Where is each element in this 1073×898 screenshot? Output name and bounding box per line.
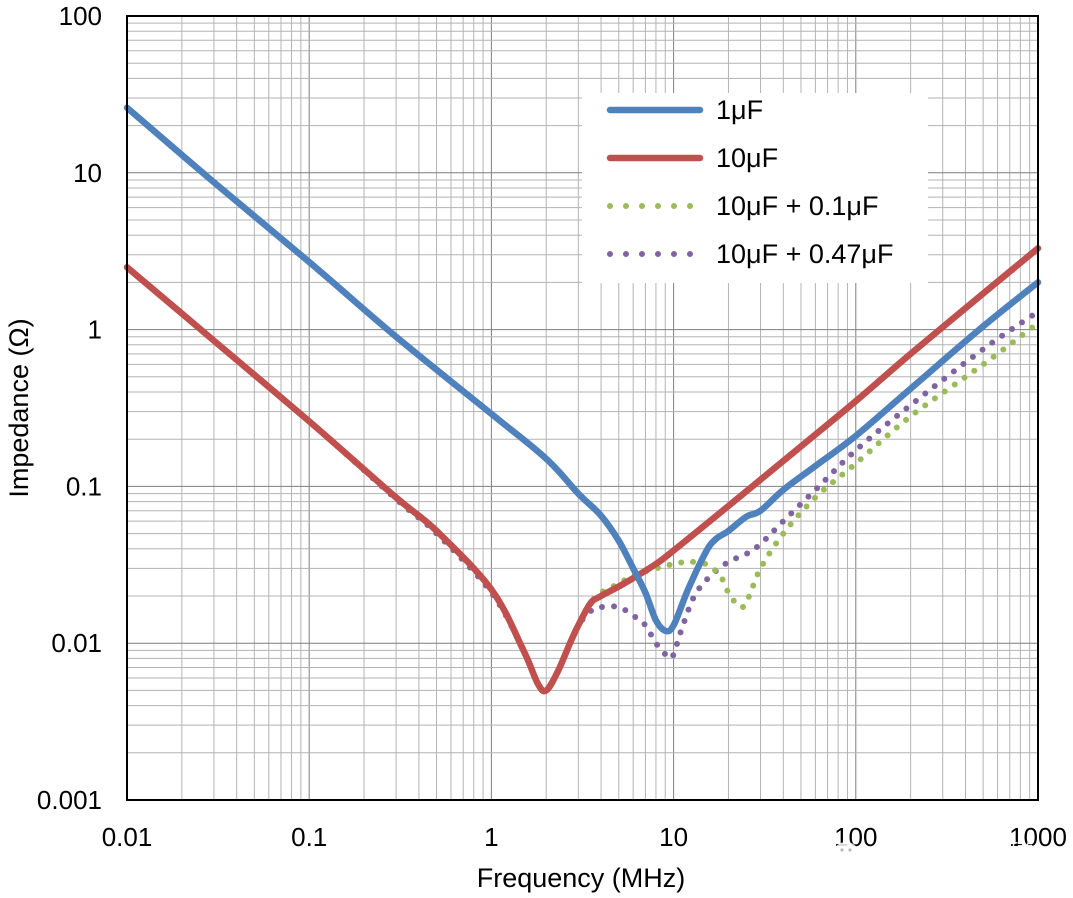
legend-label-0: 1μF (716, 95, 763, 125)
legend-label-1: 10μF (716, 143, 778, 173)
y-tick-label: 1 (88, 315, 102, 345)
x-tick-label: 0.1 (291, 822, 327, 852)
x-tick-label: 1000 (1009, 822, 1067, 852)
series-group (123, 104, 1042, 695)
x-axis-title: Frequency (MHz) (477, 863, 686, 893)
watermark: EMC容冠电磁 (834, 840, 1033, 867)
x-tick-label: 0.01 (102, 822, 153, 852)
legend-label-2: 10μF + 0.1μF (716, 191, 878, 221)
plot-frame (126, 15, 1039, 801)
y-axis-title: Impedance (Ω) (4, 318, 34, 497)
watermark-text: EMC容冠电磁 (884, 840, 1033, 867)
y-tick-label: 10 (73, 158, 102, 188)
legend-box (582, 93, 928, 283)
x-tick-label: 10 (659, 822, 688, 852)
y-tick-label: 0.001 (37, 785, 102, 815)
series-line-0 (123, 104, 1042, 635)
legend-label-3: 10μF + 0.47μF (716, 239, 893, 269)
y-tick-label: 0.1 (66, 471, 102, 501)
series-line-1 (123, 245, 1042, 695)
y-tick-label: 0.01 (51, 628, 102, 658)
legend: 1μF 10μF 10μF + 0.1μF 10μF + 0.47μF (582, 93, 928, 283)
x-tick-label: 1 (484, 822, 498, 852)
y-tick-label: 100 (59, 1, 102, 31)
wechat-icon (834, 842, 868, 866)
